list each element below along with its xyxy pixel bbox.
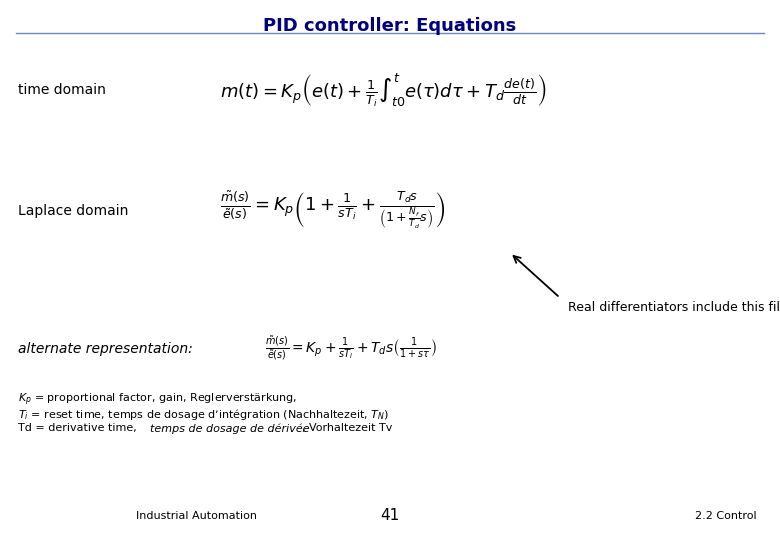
Text: PID controller: Equations: PID controller: Equations [264, 17, 516, 35]
Text: Industrial Automation: Industrial Automation [136, 511, 257, 521]
Text: $\frac{\tilde{m}(s)}{\tilde{e}(s)} = K_{p}\left(1+\frac{1}{sT_{i}}+\frac{T_{d}s}: $\frac{\tilde{m}(s)}{\tilde{e}(s)} = K_{… [220, 190, 446, 231]
Text: $T_i$ = reset time, temps de dosage d’intégration (Nachhaltezeit, $T_N$): $T_i$ = reset time, temps de dosage d’in… [18, 407, 389, 422]
Text: $\frac{\tilde{m}(s)}{\tilde{e}(s)} = K_{p}+\frac{1}{sT_{i}}+T_{d}s\left(\frac{1}: $\frac{\tilde{m}(s)}{\tilde{e}(s)} = K_{… [265, 335, 437, 363]
Text: $K_p$ = proportional factor, gain, Reglerverstärkung,: $K_p$ = proportional factor, gain, Regle… [18, 391, 297, 408]
Text: Td = derivative time,: Td = derivative time, [18, 423, 140, 433]
Text: $m(t) = K_{p}\left(e(t)+\frac{1}{T_{i}}\int_{t0}^{t}e(\tau)d\tau+T_{d}\frac{de(t: $m(t) = K_{p}\left(e(t)+\frac{1}{T_{i}}\… [220, 72, 547, 109]
Text: EPF: EPF [31, 506, 72, 525]
Text: L: L [67, 506, 80, 525]
Text: temps de dosage de dérivée: temps de dosage de dérivée [150, 423, 310, 434]
Text: , Vorhaltezeit Tv: , Vorhaltezeit Tv [302, 423, 392, 433]
Text: alternate representation:: alternate representation: [18, 342, 193, 356]
Text: Laplace domain: Laplace domain [18, 204, 129, 218]
Text: time domain: time domain [18, 83, 106, 97]
Text: 2.2 Control: 2.2 Control [695, 511, 757, 521]
Text: 41: 41 [381, 508, 399, 523]
Text: Real differentiators include this filtering: Real differentiators include this filter… [568, 301, 780, 314]
